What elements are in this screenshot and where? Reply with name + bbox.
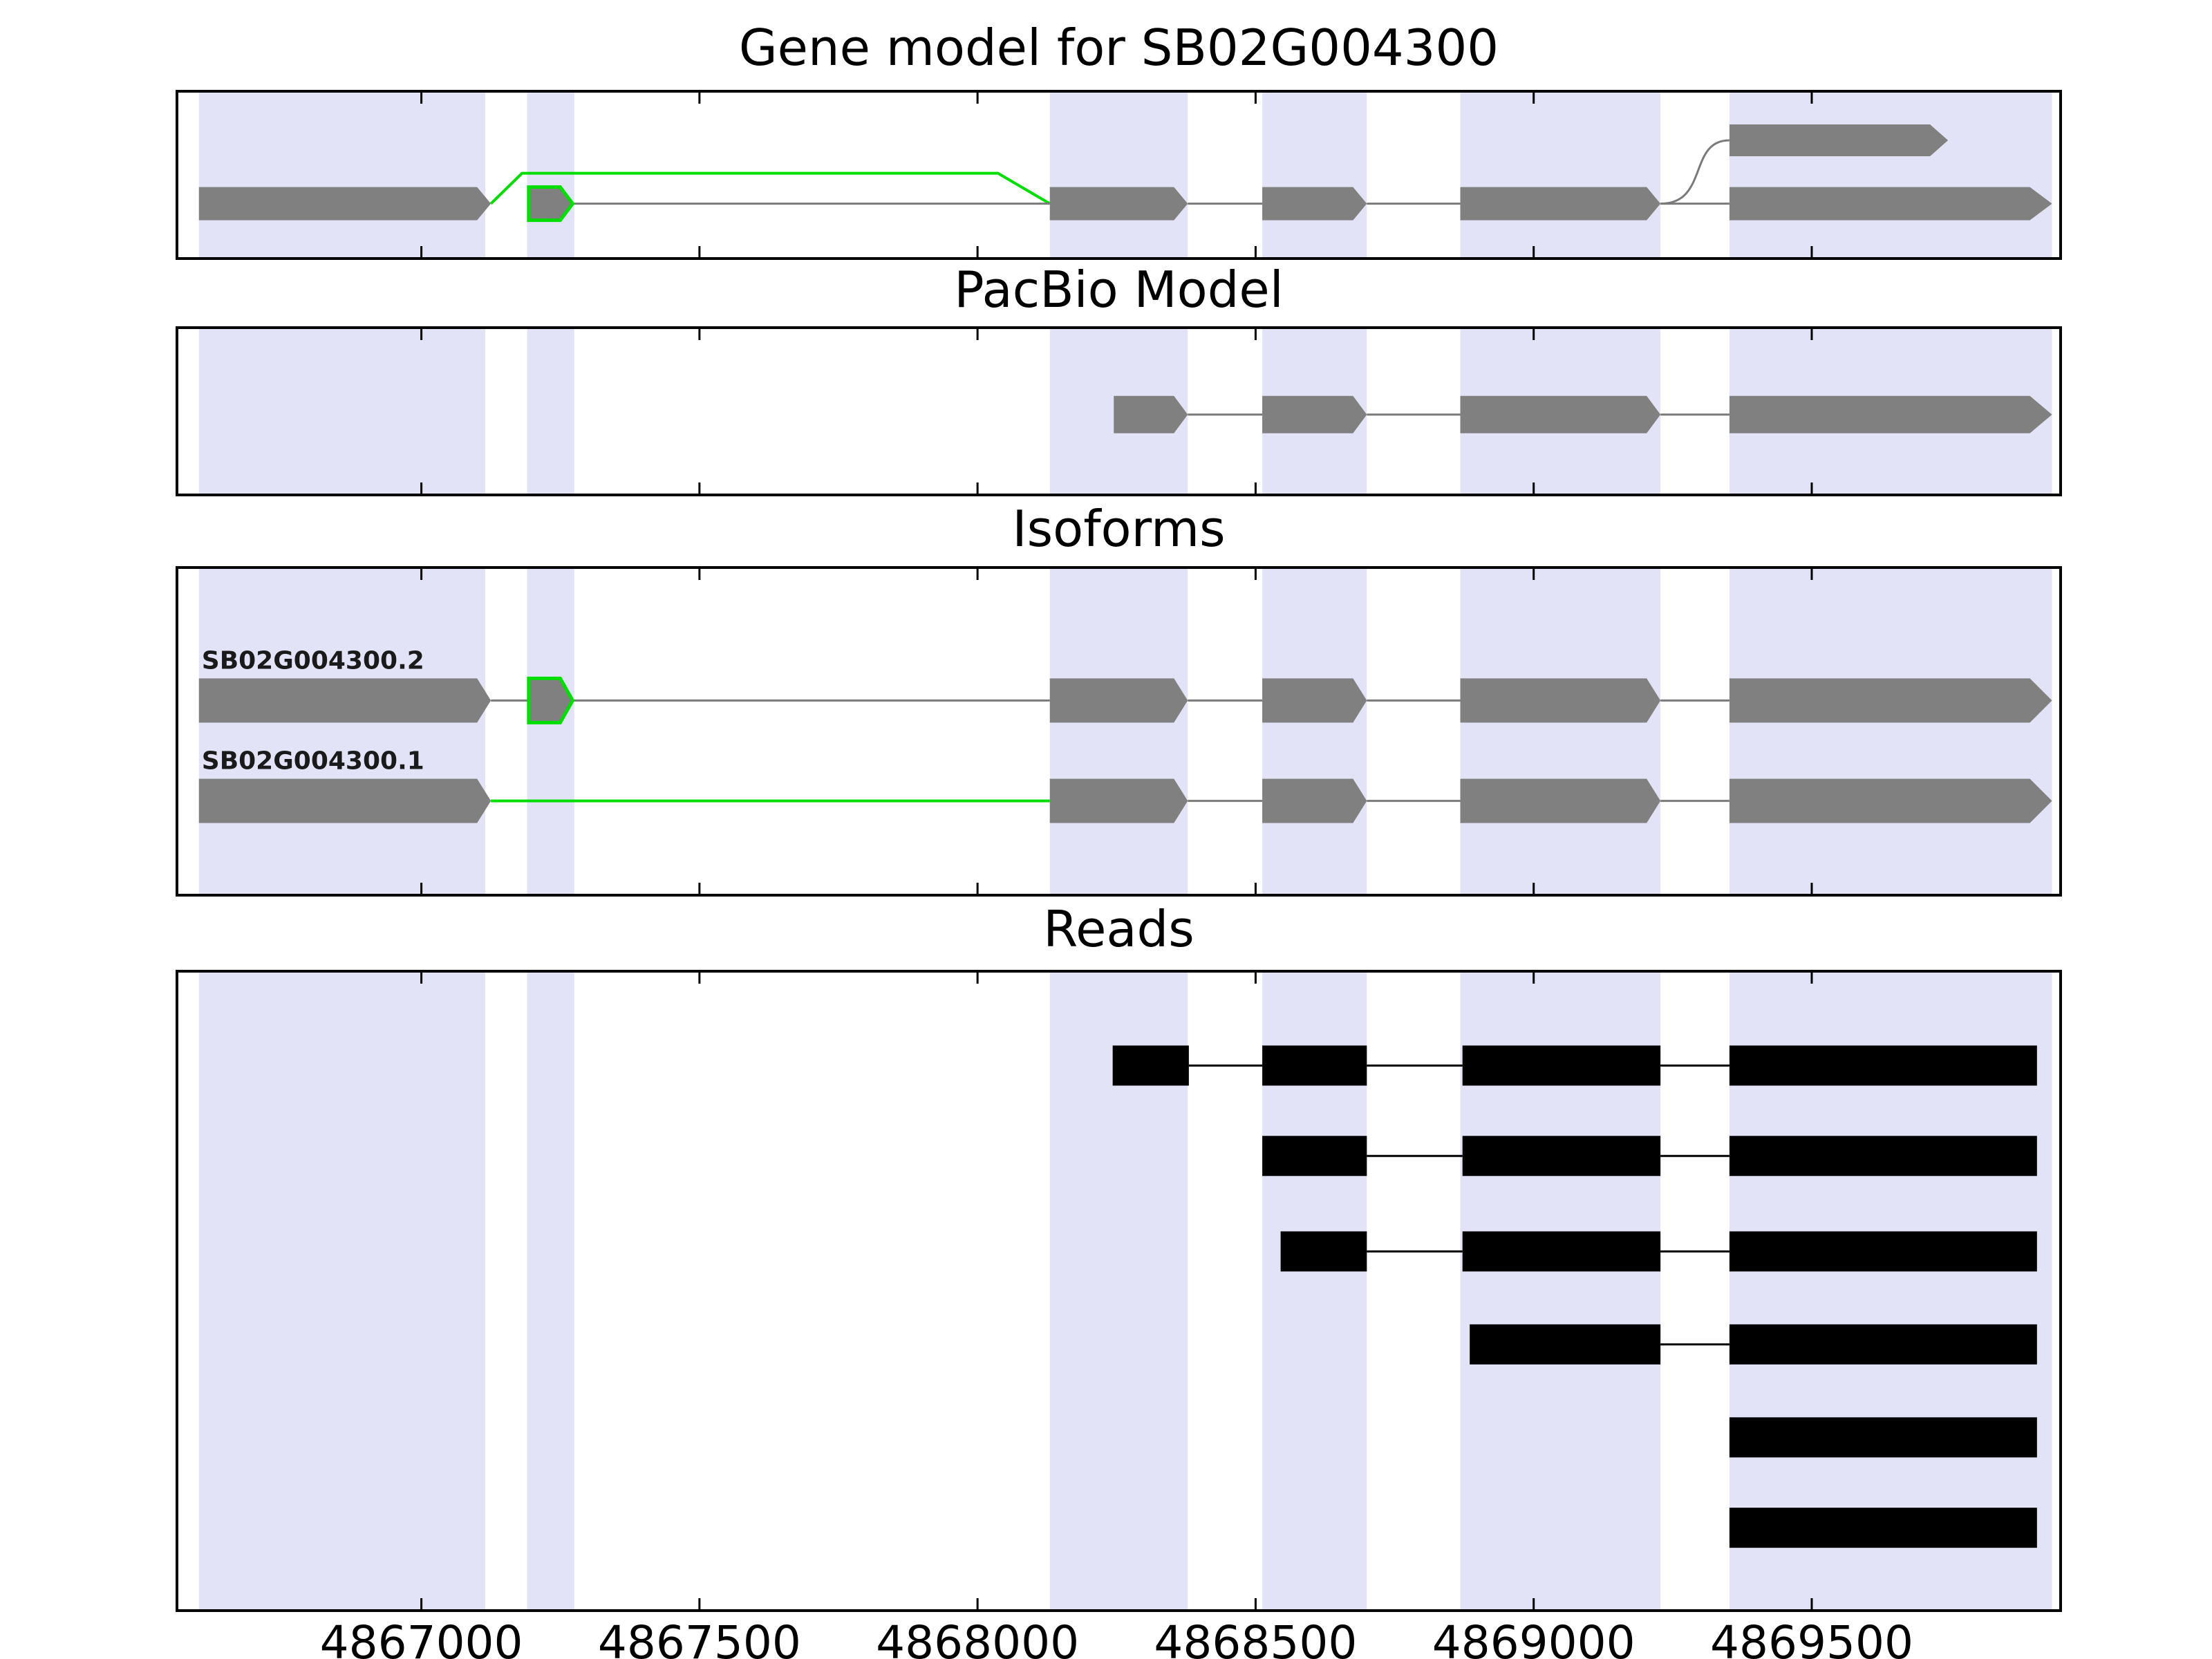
- read-block: [1462, 1045, 1661, 1086]
- panel-pacbio-model: [176, 326, 2062, 496]
- highlight-band: [527, 569, 574, 894]
- exon: [1262, 395, 1367, 433]
- highlight-band: [1049, 93, 1188, 257]
- exon: [1049, 778, 1188, 823]
- highlight-band: [1460, 93, 1661, 257]
- exon: [1460, 395, 1661, 433]
- x-tick-label: 4869500: [1709, 1616, 1913, 1659]
- exon: [527, 185, 575, 223]
- intron-bridge: [489, 171, 1051, 205]
- exon: [198, 778, 491, 823]
- read-block: [1462, 1231, 1661, 1272]
- read-block: [1729, 1045, 2037, 1086]
- exon: [1729, 678, 2052, 723]
- gene_model-svg: [198, 93, 2052, 257]
- exon: [1262, 778, 1367, 823]
- highlight-band: [1460, 569, 1661, 894]
- highlight-band: [527, 93, 574, 257]
- panel-isoforms: SB02G004300.2 SB02G004300.1: [176, 566, 2062, 897]
- exon: [1114, 395, 1188, 433]
- highlight-band: [1729, 569, 2052, 894]
- x-tick-label: 4869000: [1432, 1616, 1635, 1659]
- read-block: [1262, 1045, 1367, 1086]
- highlight-band: [198, 329, 486, 494]
- exon: [198, 187, 491, 221]
- exon: [1729, 124, 1949, 157]
- read-block: [1112, 1045, 1189, 1086]
- exon: [1729, 395, 2052, 433]
- exon: [1262, 187, 1367, 221]
- panel-reads: [176, 970, 2062, 1612]
- exon: [1460, 187, 1661, 221]
- x-tick-label: 4867500: [597, 1616, 801, 1659]
- title-pacbio-model: PacBio Model: [954, 261, 1284, 319]
- highlight-band: [527, 973, 574, 1609]
- highlight-band: [198, 93, 486, 257]
- highlight-band: [1049, 569, 1188, 894]
- exon: [1049, 187, 1188, 221]
- exon: [1262, 678, 1367, 723]
- highlight-band: [1262, 569, 1367, 894]
- x-tick-label: 4868500: [1154, 1616, 1358, 1659]
- exon: [1049, 678, 1188, 723]
- title-isoforms: Isoforms: [1012, 500, 1226, 558]
- read-block: [1262, 1136, 1367, 1177]
- exon: [1460, 778, 1661, 823]
- exon: [1460, 678, 1661, 723]
- highlight-band: [198, 973, 486, 1609]
- read-block: [1729, 1417, 2037, 1458]
- reads-svg: [198, 973, 2052, 1609]
- isoform-label: SB02G004300.2: [202, 646, 424, 675]
- exon: [198, 678, 491, 723]
- read-block: [1729, 1136, 2037, 1177]
- isoforms-svg: SB02G004300.2 SB02G004300.1: [198, 569, 2052, 894]
- exon: [1729, 778, 2052, 823]
- read-block: [1462, 1136, 1661, 1177]
- read-block: [1729, 1324, 2037, 1365]
- highlight-band: [1729, 93, 2052, 257]
- x-tick-label: 4867000: [319, 1616, 523, 1659]
- isoform-label: SB02G004300.1: [202, 747, 424, 776]
- title-reads: Reads: [1043, 900, 1194, 958]
- read-block: [1729, 1508, 2037, 1548]
- pacbio_model-svg: [198, 329, 2052, 494]
- highlight-band: [198, 569, 486, 894]
- title-gene-model: Gene model for SB02G004300: [738, 19, 1499, 77]
- highlight-band: [1262, 93, 1367, 257]
- panel-gene-model: [176, 90, 2062, 260]
- read-block: [1280, 1231, 1367, 1272]
- read-block: [1729, 1231, 2037, 1272]
- x-tick-label: 4868000: [876, 1616, 1080, 1659]
- exon: [527, 676, 575, 724]
- intron-curve: [1660, 139, 1730, 205]
- read-block: [1470, 1324, 1661, 1365]
- exon: [1729, 187, 2052, 221]
- highlight-band: [527, 329, 574, 494]
